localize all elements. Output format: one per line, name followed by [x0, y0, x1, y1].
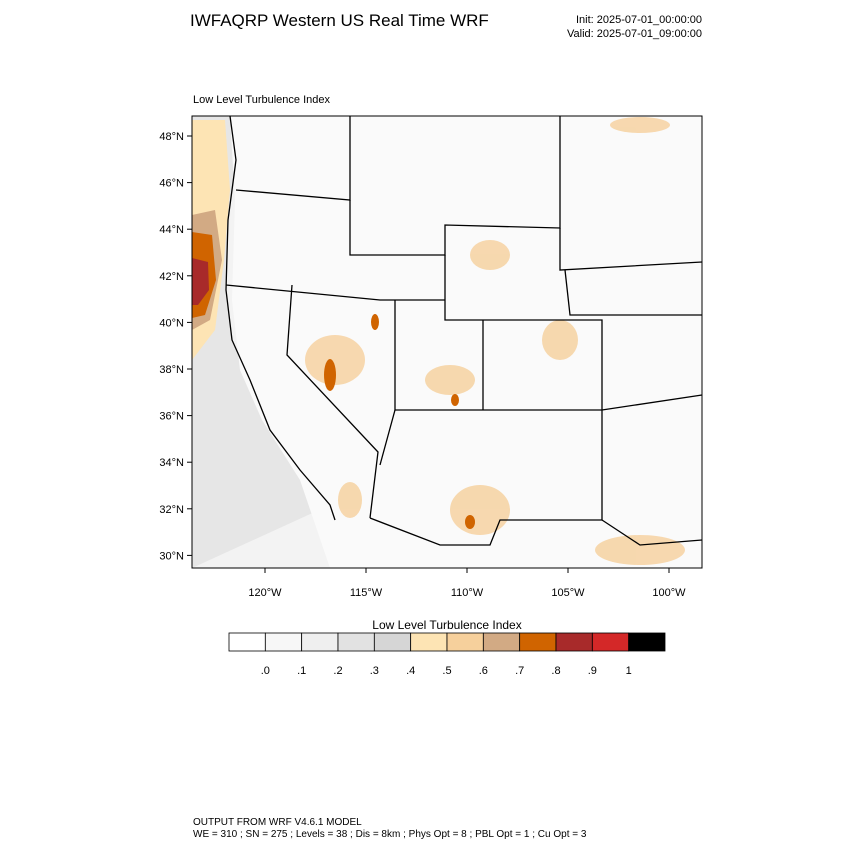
valid-time: Valid: 2025-07-01_09:00:00 [567, 28, 702, 40]
map [191, 115, 703, 569]
init-time: Init: 2025-07-01_00:00:00 [576, 14, 702, 26]
title: IWFAQRP Western US Real Time WRF [190, 11, 489, 30]
legend-label: .0 [261, 665, 270, 677]
lat-label: 32°N [159, 504, 184, 516]
lon-label: 105°W [551, 587, 585, 599]
legend-swatch [628, 632, 666, 652]
legend-label: .9 [588, 665, 597, 677]
legend-label: .7 [515, 665, 524, 677]
legend-label: .4 [406, 665, 415, 677]
legend-title: Low Level Turbulence Index [372, 618, 521, 632]
lon-label: 120°W [248, 587, 282, 599]
lat-label: 36°N [159, 411, 184, 423]
legend-swatch [337, 632, 375, 652]
legend-swatch [228, 632, 266, 652]
legend-label: .1 [297, 665, 306, 677]
legend-swatch [373, 632, 412, 652]
footer-line: WE = 310 ; SN = 275 ; Levels = 38 ; Dis … [193, 829, 587, 840]
legend-swatch [301, 632, 339, 652]
lat-label: 44°N [159, 224, 184, 236]
lon-label: 100°W [652, 587, 686, 599]
lat-label: 42°N [159, 271, 184, 283]
lon-label: 110°W [451, 587, 484, 599]
footer-line: OUTPUT FROM WRF V4.6.1 MODEL [193, 817, 362, 828]
lat-label: 34°N [159, 457, 184, 469]
legend-label: 1 [626, 665, 632, 677]
legend-swatch [591, 632, 630, 652]
legend-swatch [519, 632, 557, 652]
legend-label: .8 [551, 665, 560, 677]
legend-swatch [555, 632, 593, 652]
legend-label: .3 [370, 665, 379, 677]
lon-label: 115°W [350, 587, 383, 599]
lat-label: 38°N [159, 364, 184, 376]
legend-swatch [264, 632, 303, 652]
map-title: Low Level Turbulence Index [193, 94, 330, 106]
legend-label: .5 [442, 665, 451, 677]
legend-label: .6 [479, 665, 488, 677]
lat-label: 30°N [159, 550, 184, 562]
legend-swatch [446, 632, 484, 652]
legend-swatch [410, 632, 448, 652]
legend-swatch [482, 632, 521, 652]
lat-label: 40°N [159, 317, 184, 329]
legend-label: .2 [333, 665, 342, 677]
lat-label: 46°N [159, 178, 184, 190]
lat-label: 48°N [159, 131, 184, 143]
